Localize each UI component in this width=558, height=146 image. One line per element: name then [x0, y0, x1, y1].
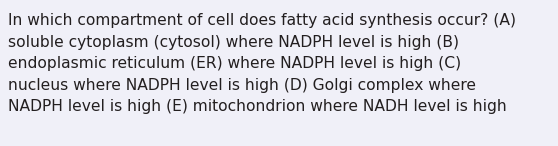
Text: In which compartment of cell does fatty acid synthesis occur? (A)
soluble cytopl: In which compartment of cell does fatty …	[8, 13, 516, 114]
